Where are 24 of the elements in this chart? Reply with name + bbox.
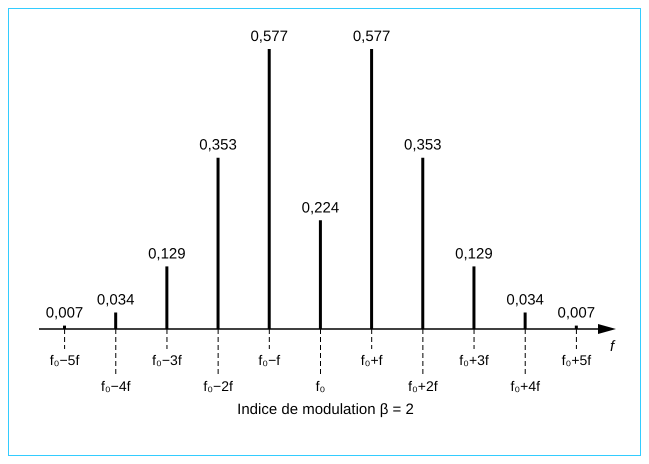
x-tick-label: f₀+f xyxy=(360,352,383,368)
data-label: 0,577 xyxy=(352,28,390,45)
x-tick-label: f₀−5f xyxy=(50,352,80,368)
x-tick-label: f₀+2f xyxy=(408,378,438,394)
data-label: 0,034 xyxy=(96,292,134,308)
x-tick-label: f₀−f xyxy=(258,352,280,368)
data-label: 0,224 xyxy=(302,199,340,216)
data-label: 0,129 xyxy=(455,245,493,262)
data-label: 0,034 xyxy=(506,292,544,308)
data-label: 0,577 xyxy=(250,28,288,45)
data-label: 0,353 xyxy=(199,136,237,154)
x-axis-title: f xyxy=(610,338,616,355)
data-label: 0,129 xyxy=(148,245,186,262)
x-tick-label: f₀+3f xyxy=(459,352,489,368)
data-label: 0,353 xyxy=(404,136,442,154)
x-tick-label: f₀+5f xyxy=(562,352,592,368)
x-tick-label: f₀ xyxy=(316,378,326,394)
x-tick-label: f₀+4f xyxy=(510,378,540,394)
x-tick-label: f₀−3f xyxy=(152,352,182,368)
x-tick-label: f₀−4f xyxy=(100,378,131,394)
x-tick-label: f₀−2f xyxy=(203,378,234,394)
data-label: 0,007 xyxy=(46,304,84,322)
text: Indice de modulation β = 2 xyxy=(236,401,415,418)
data-label: 0,007 xyxy=(558,304,596,322)
